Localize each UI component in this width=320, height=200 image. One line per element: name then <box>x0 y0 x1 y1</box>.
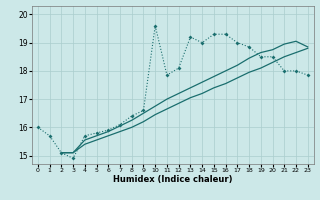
X-axis label: Humidex (Indice chaleur): Humidex (Indice chaleur) <box>113 175 233 184</box>
